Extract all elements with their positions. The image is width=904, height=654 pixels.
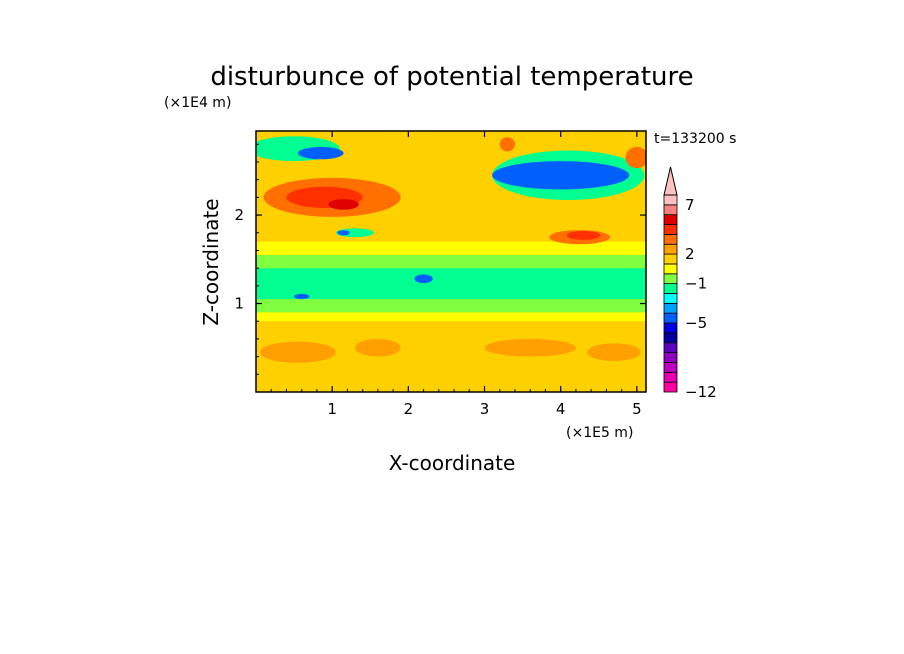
colorbar-swatch [663, 381, 678, 393]
colorbar-swatch [663, 352, 678, 363]
colorbar-swatch [663, 194, 678, 206]
colorbar-label: −5 [685, 314, 707, 332]
contour-region-25 [625, 146, 646, 169]
contour-region-16 [328, 199, 359, 210]
colorbar-swatch [663, 293, 678, 304]
colorbar-label: −12 [685, 383, 717, 401]
contour-region-9 [256, 254, 646, 269]
x-ticks: 1 2 3 4 5 [270, 131, 642, 418]
x-tick-label: 3 [480, 400, 490, 418]
y-axis-label: Z-coordinate [199, 198, 223, 325]
contour-region-22 [337, 230, 350, 236]
x-tick-label: 5 [632, 400, 642, 418]
y-tick-label: 2 [234, 206, 244, 224]
contour-region-26 [499, 137, 515, 152]
colorbar-swatch [663, 224, 678, 235]
contour-region-4 [484, 338, 576, 357]
contour-region-10 [414, 274, 433, 284]
y-axis-unit: (×1E4 m) [164, 95, 231, 111]
colorbar-swatch [663, 362, 678, 373]
x-axis-unit: (×1E5 m) [566, 425, 633, 441]
contour-region-11 [294, 293, 310, 300]
colorbar-swatch [663, 263, 678, 275]
colorbar-swatch [663, 302, 678, 314]
colorbar-swatch [663, 204, 678, 216]
colorbar-swatch [663, 342, 678, 354]
contour-region-2 [259, 341, 336, 363]
time-label: t=133200 s [654, 131, 736, 147]
colorbar-swatch [663, 283, 678, 294]
x-axis-label: X-coordinate [389, 451, 516, 475]
colorbar-swatch [663, 332, 678, 344]
colorbar-swatch [663, 253, 678, 265]
colorbar-swatch [663, 273, 678, 285]
y-ticks: 12 [234, 143, 646, 375]
contour-region-5 [587, 343, 641, 362]
contour-region-24 [492, 161, 630, 190]
contour-region-7 [256, 299, 646, 313]
chart-title: disturbunce of potential temperature [210, 62, 693, 92]
x-tick-label: 2 [404, 400, 414, 418]
colorbar-extend-arrow [663, 166, 678, 196]
contour-field [256, 131, 646, 392]
colorbar-swatch [663, 322, 678, 334]
colorbar-swatch [663, 214, 678, 225]
contour-region-18 [566, 230, 601, 240]
colorbar-swatch [663, 312, 678, 324]
colorbar-swatch [663, 233, 678, 245]
colorbar-label: 7 [685, 196, 695, 214]
plot-frame [255, 130, 647, 393]
x-tick-label: 1 [327, 400, 337, 418]
contour-region-8 [256, 268, 646, 300]
colorbar-label: 2 [685, 245, 695, 263]
x-tick-label: 4 [556, 400, 566, 418]
colorbar-label: −1 [685, 275, 707, 293]
colorbar-swatch [663, 371, 678, 383]
colorbar: −12−5−127 [663, 166, 717, 401]
contour-region-3 [355, 338, 401, 357]
contour-region-20 [297, 146, 344, 160]
colorbar-swatch [663, 243, 678, 255]
y-tick-label: 1 [234, 295, 244, 313]
